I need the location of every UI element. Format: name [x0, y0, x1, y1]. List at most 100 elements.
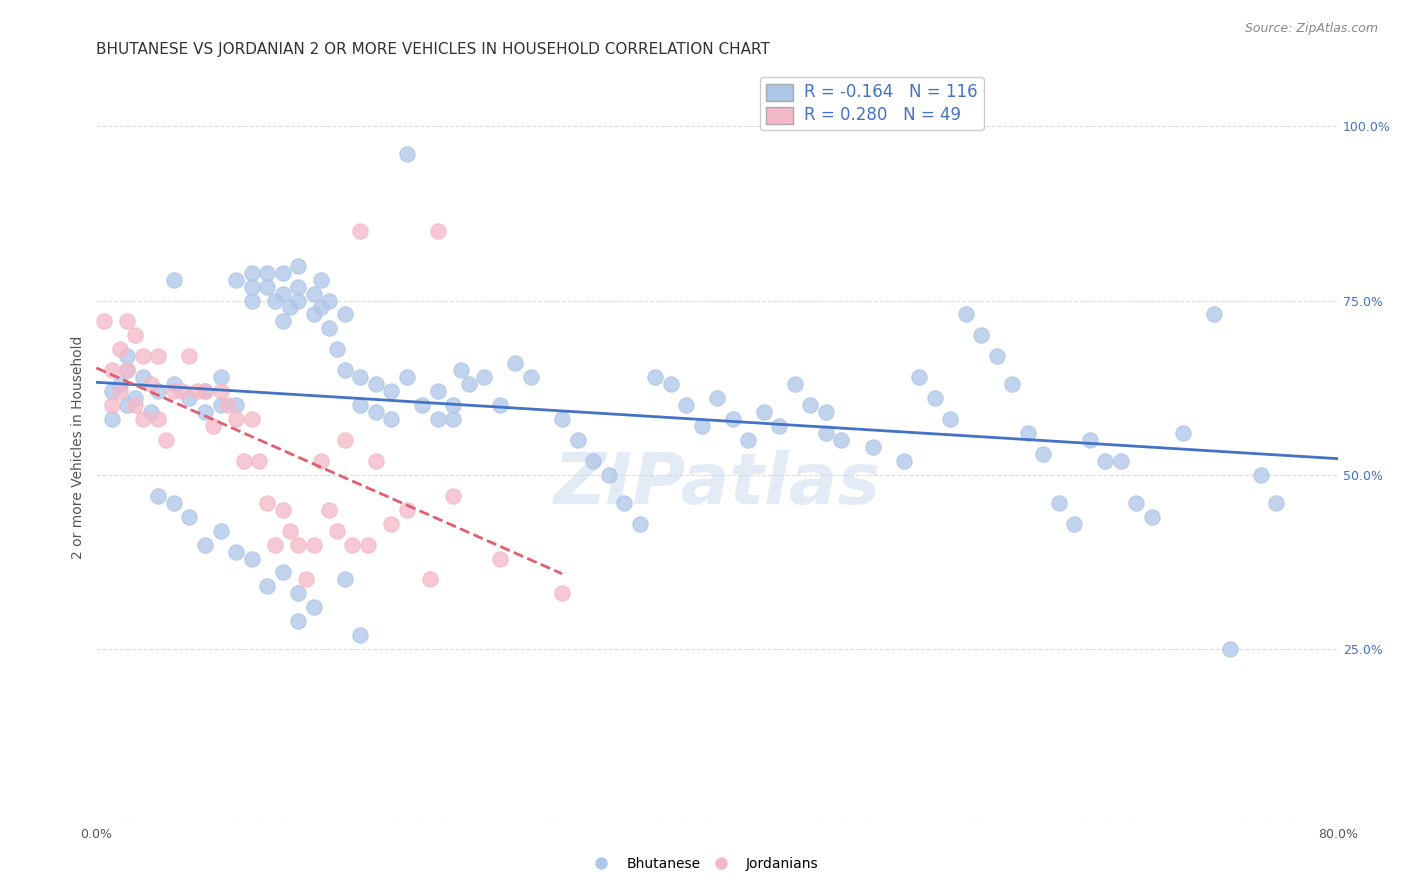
Point: [194, 405, 217, 419]
Y-axis label: 2 or more Vehicles in Household: 2 or more Vehicles in Household: [72, 335, 86, 558]
Point: [132, 349, 155, 363]
Point: [117, 314, 139, 328]
Point: [108, 377, 131, 392]
Point: [426, 412, 449, 426]
Point: [194, 384, 217, 399]
Point: [124, 328, 146, 343]
Point: [318, 502, 340, 516]
Point: [644, 370, 666, 384]
Point: [342, 537, 364, 551]
Point: [209, 398, 232, 412]
Point: [505, 356, 527, 370]
Point: [333, 308, 356, 322]
Point: [986, 349, 1008, 363]
Point: [93, 314, 115, 328]
Point: [349, 628, 371, 642]
Point: [240, 279, 263, 293]
Point: [108, 343, 131, 357]
Point: [287, 259, 309, 273]
Point: [364, 405, 387, 419]
Point: [209, 524, 232, 538]
Point: [163, 272, 186, 286]
Point: [170, 384, 193, 399]
Point: [380, 412, 402, 426]
Point: [1265, 496, 1288, 510]
Point: [240, 293, 263, 308]
Text: BHUTANESE VS JORDANIAN 2 OR MORE VEHICLES IN HOUSEHOLD CORRELATION CHART: BHUTANESE VS JORDANIAN 2 OR MORE VEHICLE…: [97, 42, 770, 57]
Point: [419, 573, 441, 587]
Point: [349, 398, 371, 412]
Point: [318, 321, 340, 335]
Point: [489, 551, 512, 566]
Point: [256, 579, 278, 593]
Point: [893, 454, 915, 468]
Point: [240, 551, 263, 566]
Point: [326, 524, 349, 538]
Point: [380, 384, 402, 399]
Point: [474, 370, 496, 384]
Point: [148, 412, 170, 426]
Point: [240, 266, 263, 280]
Point: [380, 516, 402, 531]
Point: [132, 370, 155, 384]
Point: [520, 370, 543, 384]
Point: [217, 398, 239, 412]
Point: [862, 440, 884, 454]
Point: [318, 293, 340, 308]
Point: [155, 433, 177, 447]
Point: [1063, 516, 1085, 531]
Point: [1094, 454, 1116, 468]
Point: [117, 349, 139, 363]
Text: Source: ZipAtlas.com: Source: ZipAtlas.com: [1244, 22, 1378, 36]
Point: [411, 398, 433, 412]
Point: [186, 384, 208, 399]
Point: [737, 433, 759, 447]
Point: [357, 537, 380, 551]
Point: [232, 454, 254, 468]
Point: [280, 301, 302, 315]
Point: [450, 363, 472, 377]
Point: [163, 496, 186, 510]
Point: [752, 405, 775, 419]
Point: [1250, 467, 1272, 482]
Point: [148, 489, 170, 503]
Point: [101, 398, 124, 412]
Point: [326, 343, 349, 357]
Point: [551, 412, 574, 426]
Point: [179, 349, 201, 363]
Point: [598, 467, 620, 482]
Point: [117, 398, 139, 412]
Point: [264, 293, 287, 308]
Point: [567, 433, 589, 447]
Point: [1202, 308, 1225, 322]
Point: [441, 412, 464, 426]
Point: [295, 573, 318, 587]
Point: [721, 412, 744, 426]
Point: [1047, 496, 1070, 510]
Point: [209, 384, 232, 399]
Legend: R = -0.164   N = 116, R = 0.280   N = 49: R = -0.164 N = 116, R = 0.280 N = 49: [761, 78, 984, 130]
Point: [271, 502, 294, 516]
Point: [333, 573, 356, 587]
Point: [287, 293, 309, 308]
Point: [1078, 433, 1101, 447]
Point: [225, 272, 247, 286]
Point: [706, 391, 728, 405]
Point: [955, 308, 977, 322]
Point: [426, 224, 449, 238]
Point: [163, 384, 186, 399]
Point: [240, 412, 263, 426]
Point: [247, 454, 270, 468]
Point: [908, 370, 931, 384]
Point: [970, 328, 993, 343]
Point: [1140, 509, 1163, 524]
Point: [132, 412, 155, 426]
Point: [690, 419, 713, 434]
Point: [349, 224, 371, 238]
Point: [302, 286, 325, 301]
Point: [287, 279, 309, 293]
Point: [117, 363, 139, 377]
Point: [302, 600, 325, 615]
Point: [814, 425, 837, 440]
Point: [287, 586, 309, 600]
